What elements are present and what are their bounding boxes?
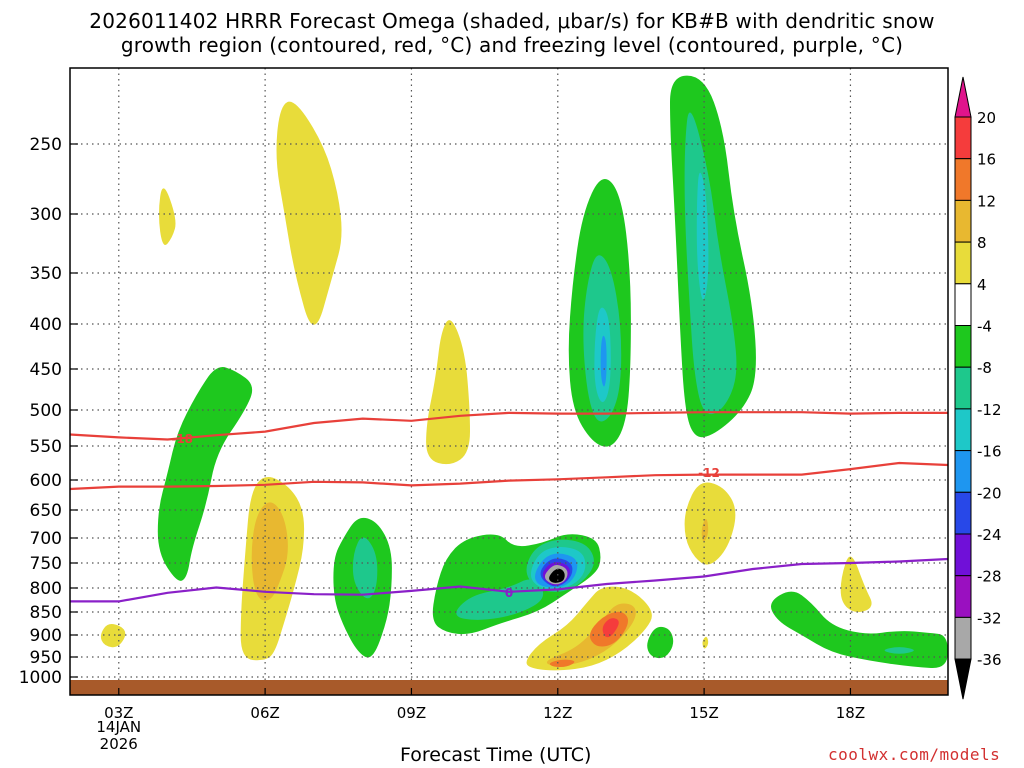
upward-teal-0800 bbox=[352, 537, 378, 599]
colorbar-bin-9 bbox=[954, 491, 972, 535]
colorbar-bin-2 bbox=[954, 199, 972, 243]
sinking-yellow-0230 bbox=[100, 623, 126, 648]
temperature-contours: -18 -12 0 bbox=[69, 411, 949, 603]
dgz-minus-18-line bbox=[69, 411, 948, 441]
y-tick-label-550: 550 bbox=[30, 437, 62, 457]
colorbar-bottom-cap bbox=[954, 658, 972, 700]
y-tick-label-700: 700 bbox=[30, 529, 62, 549]
dgz-minus-18-label: -18 bbox=[171, 432, 193, 446]
date-label: 14JAN 2026 bbox=[88, 719, 150, 753]
colorbar-bin-11 bbox=[954, 575, 972, 618]
sinking-yellow-1500-low bbox=[702, 636, 709, 649]
colorbar-bin-5 bbox=[954, 325, 972, 368]
colorbar-bin-4 bbox=[954, 283, 972, 326]
x-tick-label-03Z: 03Z bbox=[104, 704, 133, 722]
upward-green-1400 bbox=[647, 626, 674, 659]
colorbar-label-6: -8 bbox=[977, 359, 992, 377]
y-tick-label-500: 500 bbox=[30, 401, 62, 421]
upward-blue-1300 bbox=[600, 335, 607, 387]
x-tick-label-06Z: 06Z bbox=[250, 704, 279, 722]
colorbar-label-4: 4 bbox=[977, 276, 987, 294]
dgz-minus-12-line bbox=[69, 461, 949, 491]
colorbar-label-7: -12 bbox=[977, 401, 1002, 419]
sinking-gold-1500 bbox=[701, 518, 709, 542]
colorbar-bin-6 bbox=[954, 366, 972, 410]
colorbar-bin-10 bbox=[954, 533, 972, 577]
colorbar-label-3: 8 bbox=[977, 234, 987, 252]
y-tick-label-600: 600 bbox=[30, 471, 62, 491]
freezing-level-0-label: 0 bbox=[505, 586, 513, 600]
omega-shaded-regions bbox=[100, 75, 948, 671]
time-axis: 03Z 06Z 09Z 12Z 15Z 18Z bbox=[104, 688, 865, 722]
y-tick-label-400: 400 bbox=[30, 315, 62, 335]
y-tick-label-450: 450 bbox=[30, 360, 62, 380]
sinking-yellow-0630 bbox=[276, 101, 342, 325]
colorbar-label-9: -20 bbox=[977, 484, 1002, 502]
sinking-yellow-0930 bbox=[426, 320, 470, 465]
y-tick-label-950: 950 bbox=[30, 648, 62, 668]
colorbar-label-0: 20 bbox=[977, 109, 996, 127]
y-tick-label-300: 300 bbox=[30, 205, 62, 225]
dgz-minus-12-label: -12 bbox=[698, 466, 720, 480]
freezing-level-0-line bbox=[70, 557, 949, 603]
y-tick-label-350: 350 bbox=[30, 264, 62, 284]
sinking-yellow-0310 bbox=[159, 188, 176, 245]
colorbar-top-cap bbox=[954, 76, 972, 118]
chart-title-line-2: growth region (contoured, red, °C) and f… bbox=[120, 33, 904, 57]
colorbar-label-2: 12 bbox=[977, 192, 996, 210]
colorbar-bin-0 bbox=[954, 116, 972, 160]
upward-cyan-1500 bbox=[696, 172, 709, 300]
sinking-red-1230 bbox=[602, 618, 619, 638]
colorbar-label-8: -16 bbox=[977, 443, 1002, 461]
upward-black-1200 bbox=[549, 568, 565, 583]
y-tick-label-850: 850 bbox=[30, 603, 62, 623]
date-day: 14JAN bbox=[96, 718, 142, 736]
colorbar-label-13: -36 bbox=[977, 651, 1002, 669]
source-credit: coolwx.com/models bbox=[828, 745, 1001, 764]
omega-colorbar: 20 16 12 8 4 -4 -8 -12 -16 -20 -24 -28 -32 -36 bbox=[954, 76, 1002, 700]
colorbar-bin-3 bbox=[954, 241, 972, 285]
y-tick-label-900: 900 bbox=[30, 626, 62, 646]
y-tick-label-1000: 1000 bbox=[19, 668, 62, 688]
colorbar-label-5: -4 bbox=[977, 318, 992, 336]
y-tick-label-800: 800 bbox=[30, 579, 62, 599]
y-tick-label-750: 750 bbox=[30, 554, 62, 574]
colorbar-label-1: 16 bbox=[977, 151, 996, 169]
x-tick-label-12Z: 12Z bbox=[543, 704, 572, 722]
upward-teal-1500 bbox=[684, 112, 737, 415]
plot-frame bbox=[69, 67, 949, 696]
colorbar-bin-7 bbox=[954, 408, 972, 452]
sinking-orange-0600 bbox=[251, 502, 288, 601]
ground-layer bbox=[70, 680, 948, 695]
sinking-yellow-1500 bbox=[684, 482, 736, 565]
colorbar-label-11: -28 bbox=[977, 568, 1002, 586]
colorbar-bin-8 bbox=[954, 450, 972, 493]
colorbar-label-10: -24 bbox=[977, 526, 1002, 544]
date-year: 2026 bbox=[99, 735, 138, 753]
x-tick-label-18Z: 18Z bbox=[836, 704, 865, 722]
upward-green-left bbox=[157, 367, 253, 581]
colorbar-bin-12 bbox=[954, 616, 972, 660]
upward-teal-1030 bbox=[456, 579, 544, 620]
colorbar-bin-1 bbox=[954, 158, 972, 201]
y-tick-label-650: 650 bbox=[30, 501, 62, 521]
pressure-axis: 250 300 350 400 450 500 550 600 650 700 750 800 850 9… bbox=[19, 135, 78, 688]
colorbar-label-12: -32 bbox=[977, 609, 1002, 627]
upward-teal-1900 bbox=[884, 647, 914, 654]
x-tick-label-09Z: 09Z bbox=[397, 704, 426, 722]
sinking-orange-1200 bbox=[549, 659, 575, 667]
sinking-yellow-1800 bbox=[840, 556, 872, 613]
y-tick-label-250: 250 bbox=[30, 135, 62, 155]
chart-title-line-1: 2026011402 HRRR Forecast Omega (shaded, … bbox=[89, 9, 935, 33]
x-tick-label-15Z: 15Z bbox=[689, 704, 718, 722]
x-axis-title: Forecast Time (UTC) bbox=[400, 744, 592, 766]
